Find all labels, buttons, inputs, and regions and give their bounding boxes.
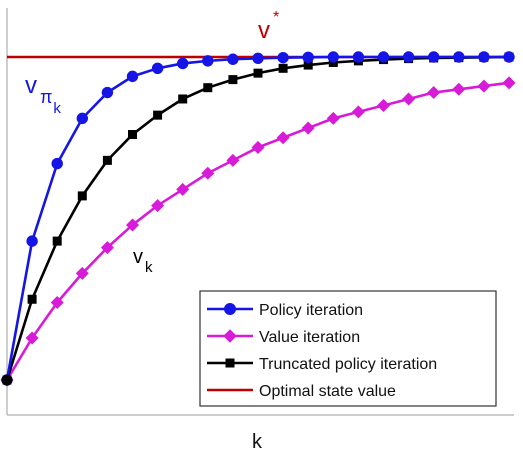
annotation-v-pi-k-base: v bbox=[25, 72, 37, 99]
data-point-policy-iteration-3 bbox=[76, 112, 89, 125]
annotation-v-star: v * bbox=[258, 9, 279, 44]
data-point-value-iteration-3 bbox=[75, 266, 89, 280]
data-point-policy-iteration-6 bbox=[151, 62, 164, 75]
data-point-truncated-policy-iteration-9 bbox=[228, 75, 238, 85]
data-point-value-iteration-8 bbox=[201, 166, 215, 180]
legend-item-policy-iteration: Policy iteration bbox=[207, 302, 363, 319]
data-point-truncated-policy-iteration-5 bbox=[128, 130, 137, 140]
legend-marker-truncated-policy-iteration bbox=[225, 358, 235, 368]
data-point-value-iteration-5 bbox=[125, 218, 140, 232]
data-point-origin bbox=[1, 374, 13, 386]
legend-label-truncated-policy-iteration: Truncated policy iteration bbox=[259, 356, 437, 373]
data-point-value-iteration-13 bbox=[326, 111, 340, 125]
data-point-value-iteration-15 bbox=[376, 98, 391, 112]
data-point-policy-iteration-13 bbox=[327, 51, 339, 63]
data-point-policy-iteration-10 bbox=[252, 52, 264, 64]
data-point-truncated-policy-iteration-3 bbox=[77, 191, 87, 201]
legend-item-optimal-state-value: Optimal state value bbox=[207, 383, 396, 400]
legend-marker-policy-iteration bbox=[224, 303, 236, 315]
data-point-truncated-policy-iteration-7 bbox=[178, 94, 188, 104]
data-point-policy-iteration-18 bbox=[453, 51, 465, 63]
data-point-value-iteration-11 bbox=[276, 131, 290, 145]
annotation-v-k-sub: k bbox=[145, 259, 153, 276]
data-point-truncated-policy-iteration-4 bbox=[102, 155, 112, 165]
data-point-truncated-policy-iteration-1 bbox=[27, 294, 37, 304]
data-point-policy-iteration-4 bbox=[101, 86, 114, 99]
data-point-policy-iteration-5 bbox=[126, 70, 139, 83]
annotation-v-k-base: v bbox=[133, 246, 143, 268]
annotation-v-pi-k: v πk bbox=[25, 72, 61, 117]
data-point-value-iteration-17 bbox=[427, 86, 441, 100]
data-point-value-iteration-7 bbox=[176, 182, 190, 196]
x-axis-label: k bbox=[252, 431, 263, 453]
data-point-policy-iteration-7 bbox=[177, 57, 189, 70]
data-point-value-iteration-4 bbox=[100, 241, 114, 255]
data-point-policy-iteration-8 bbox=[202, 55, 214, 67]
legend-label-policy-iteration: Policy iteration bbox=[259, 302, 363, 319]
data-point-value-iteration-10 bbox=[251, 140, 265, 154]
data-point-value-iteration-9 bbox=[226, 153, 240, 167]
data-point-truncated-policy-iteration-6 bbox=[153, 110, 163, 120]
legend-item-truncated-policy-iteration: Truncated policy iteration bbox=[207, 356, 437, 373]
data-point-policy-iteration-2 bbox=[51, 157, 63, 170]
data-point-value-iteration-1 bbox=[25, 331, 39, 345]
legend-label-value-iteration: Value iteration bbox=[259, 329, 360, 346]
data-point-truncated-policy-iteration-10 bbox=[253, 68, 263, 78]
annotation-v-star-base: v bbox=[258, 17, 270, 44]
data-point-value-iteration-19 bbox=[477, 79, 491, 93]
annotation-v-star-sup: * bbox=[273, 9, 279, 26]
data-point-policy-iteration-17 bbox=[428, 51, 440, 63]
data-point-policy-iteration-14 bbox=[352, 51, 365, 63]
data-point-truncated-policy-iteration-2 bbox=[52, 236, 62, 246]
data-point-value-iteration-14 bbox=[351, 105, 365, 119]
data-point-policy-iteration-11 bbox=[277, 51, 289, 64]
data-point-policy-iteration-12 bbox=[302, 51, 314, 64]
annotation-v-pi-k-subsub: k bbox=[53, 100, 61, 117]
data-point-policy-iteration-20 bbox=[503, 51, 515, 63]
series-layer bbox=[0, 51, 516, 387]
data-point-value-iteration-6 bbox=[151, 199, 165, 213]
data-point-policy-iteration-16 bbox=[402, 51, 415, 63]
data-point-policy-iteration-9 bbox=[227, 53, 239, 65]
data-point-value-iteration-16 bbox=[402, 92, 416, 106]
legend-marker-value-iteration bbox=[223, 329, 237, 343]
data-point-value-iteration-2 bbox=[50, 295, 64, 309]
data-point-policy-iteration-19 bbox=[478, 51, 490, 63]
legend-item-value-iteration: Value iteration bbox=[207, 329, 360, 346]
data-point-value-iteration-18 bbox=[452, 82, 466, 96]
data-point-value-iteration-12 bbox=[301, 121, 315, 135]
data-point-policy-iteration-1 bbox=[26, 235, 38, 247]
data-point-policy-iteration-15 bbox=[377, 51, 390, 63]
data-point-truncated-policy-iteration-8 bbox=[203, 83, 213, 93]
data-point-value-iteration-20 bbox=[502, 76, 516, 90]
legend: Policy iteration Value iteration Truncat… bbox=[199, 290, 497, 407]
annotation-v-pi-k-sub: π bbox=[40, 87, 52, 107]
legend-label-optimal-state-value: Optimal state value bbox=[259, 383, 396, 400]
data-point-truncated-policy-iteration-11 bbox=[278, 63, 288, 73]
